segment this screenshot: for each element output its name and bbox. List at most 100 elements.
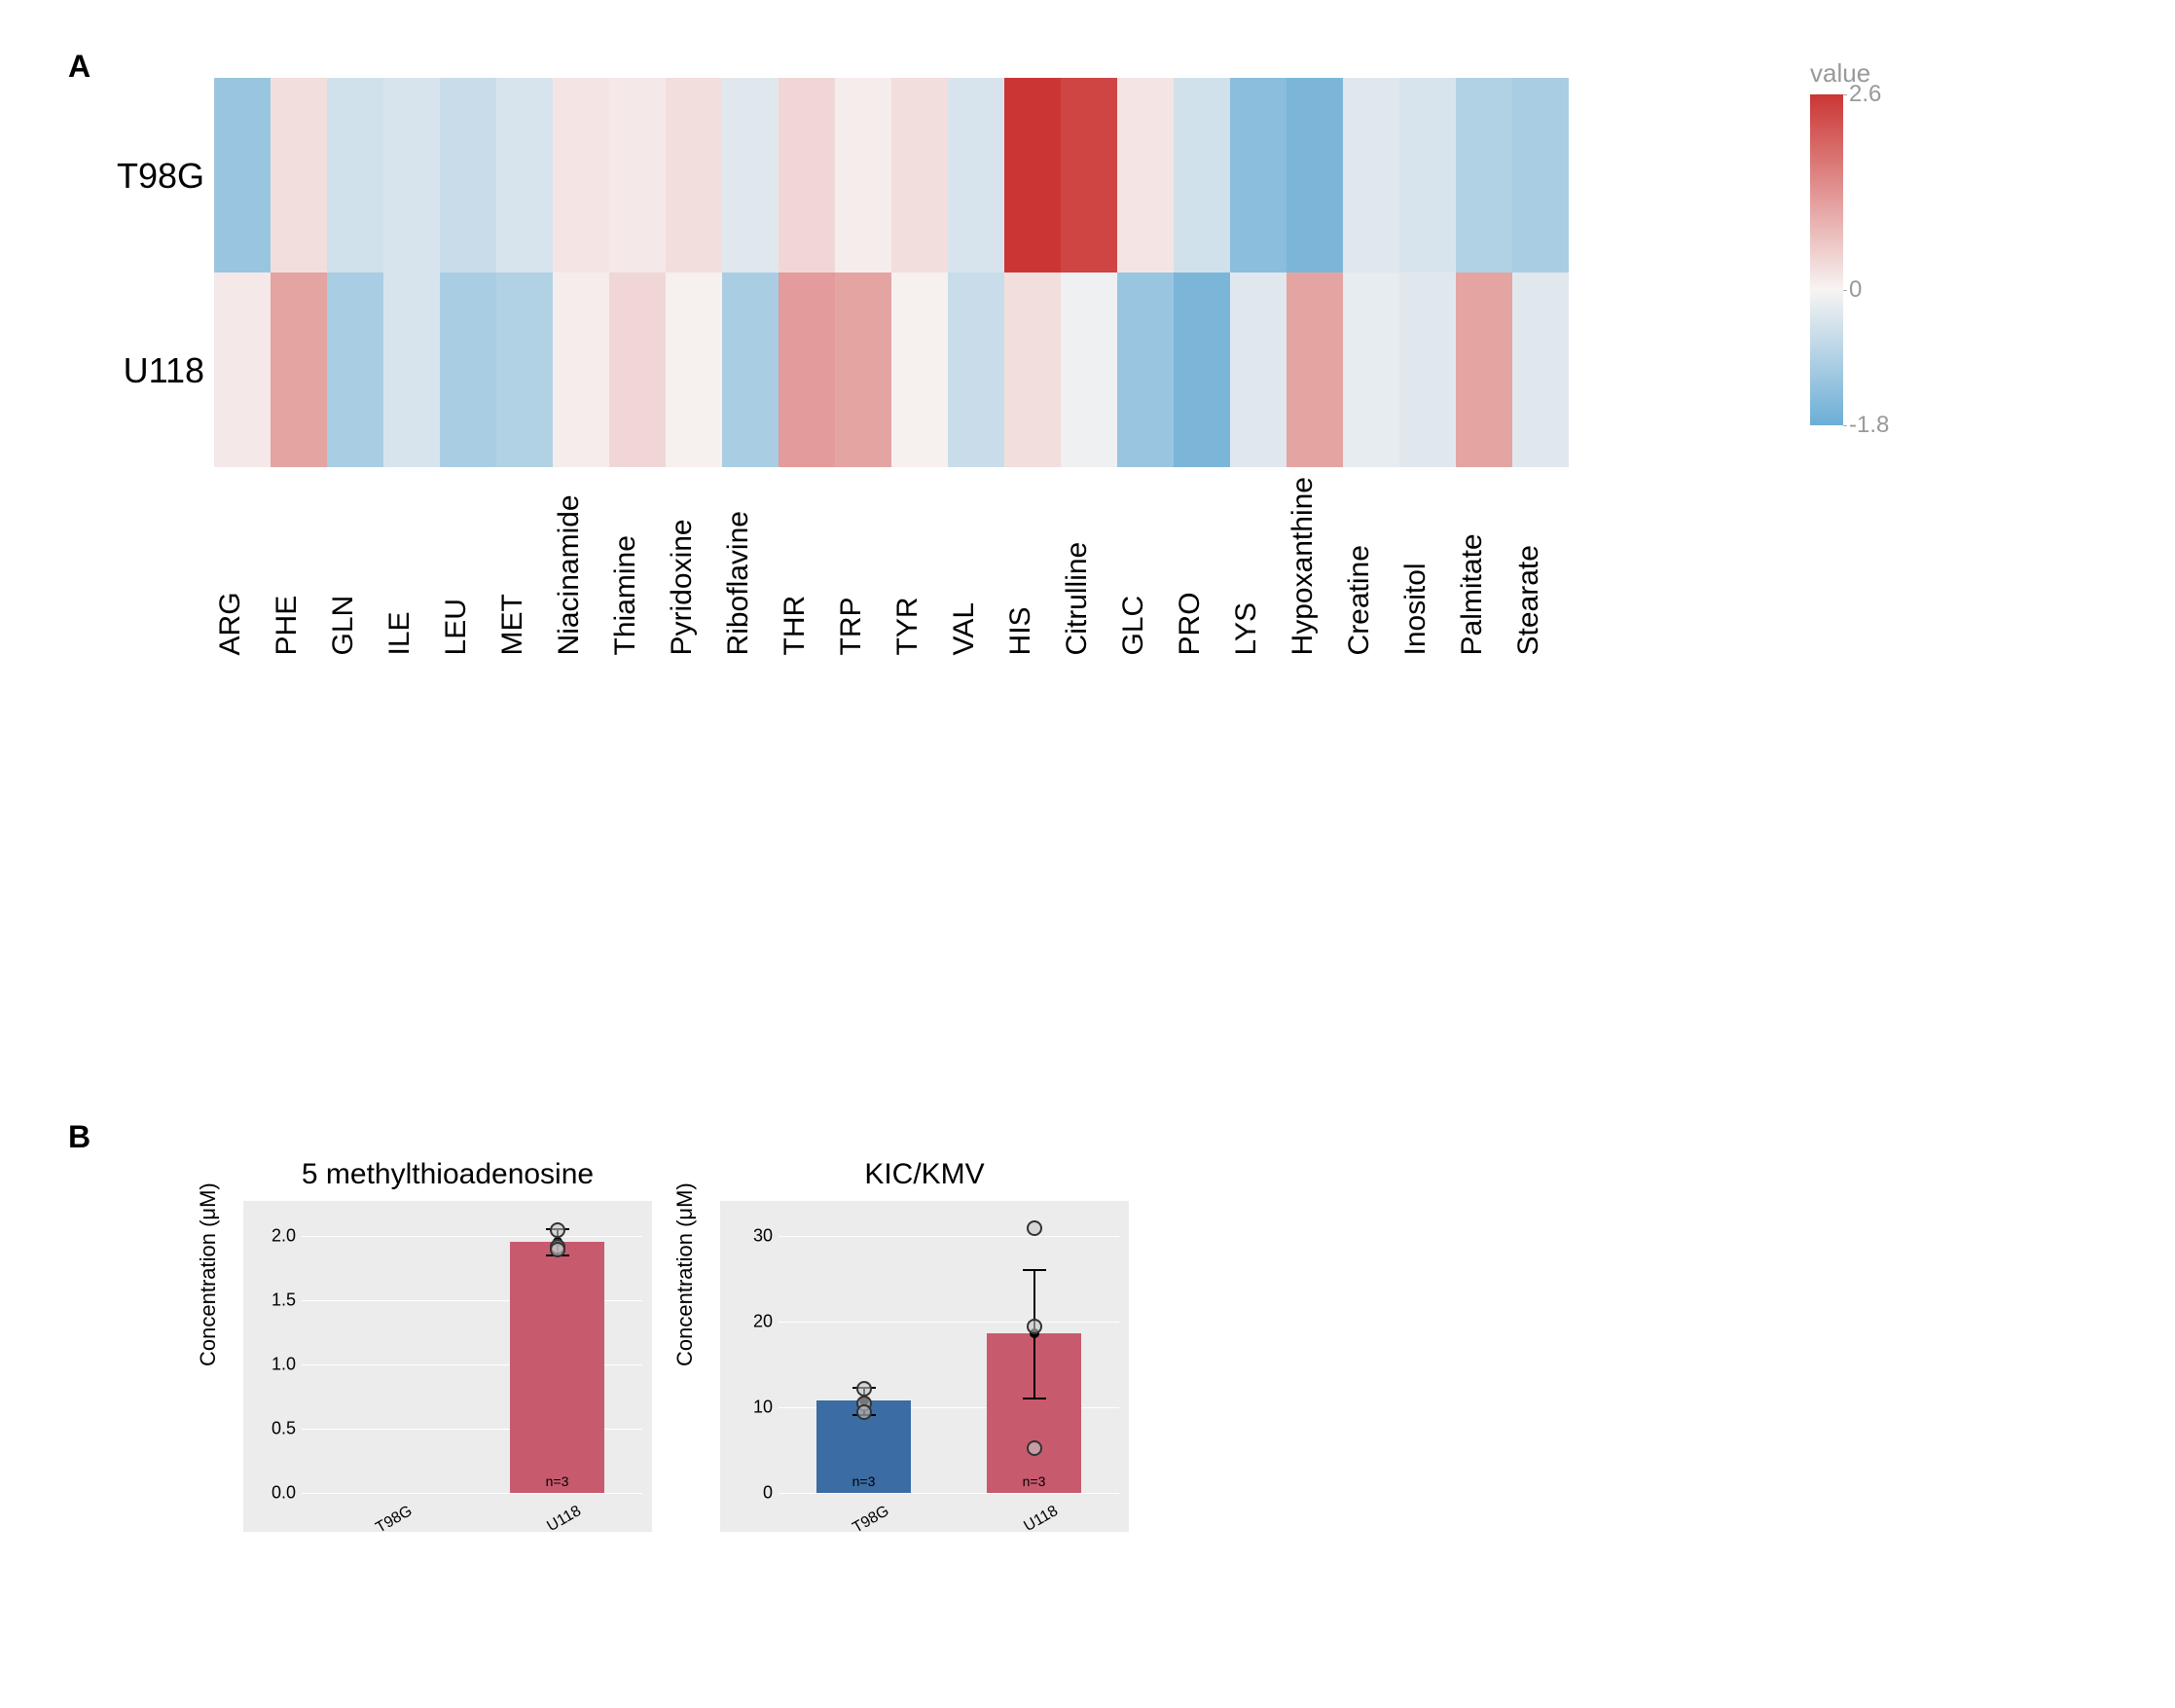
heatmap-cell (1230, 78, 1287, 273)
heatmap-cell (666, 273, 722, 467)
heatmap-col-label: Niacinamide (553, 477, 609, 663)
heatmap-cell (1343, 78, 1399, 273)
bar (510, 1242, 603, 1493)
heatmap-cell (1456, 273, 1512, 467)
heatmap-cell (553, 78, 609, 273)
data-point (1027, 1220, 1042, 1236)
heatmap-cell (553, 273, 609, 467)
heatmap-cell (722, 273, 779, 467)
heatmap-row-label: T98G (49, 156, 204, 197)
heatmap-cell (327, 78, 383, 273)
heatmap-cell (440, 273, 496, 467)
heatmap-col-label: Riboflavine (722, 477, 779, 663)
heatmap-cell (609, 78, 666, 273)
heatmap-cell (835, 273, 891, 467)
x-tick-label: T98G (373, 1503, 416, 1538)
heatmap-col-label: ILE (383, 477, 440, 663)
heatmap-cell (891, 78, 948, 273)
heatmap-cell (383, 273, 440, 467)
y-tick-label: 1.5 (253, 1290, 296, 1311)
heatmap-cell (609, 273, 666, 467)
heatmap-cell (1117, 78, 1174, 273)
heatmap-cell (666, 78, 722, 273)
heatmap-cell (1512, 273, 1569, 467)
data-point (550, 1222, 565, 1238)
y-tick-label: 20 (730, 1312, 773, 1332)
heatmap-col-label: LEU (440, 477, 496, 663)
heatmap-cell (835, 78, 891, 273)
heatmap-col-label: LYS (1230, 477, 1287, 663)
chart-title: KIC/KMV (720, 1158, 1129, 1191)
heatmap-row-label: U118 (49, 350, 204, 391)
heatmap-col-label: Pyridoxine (666, 477, 722, 663)
heatmap-col-label: Stearate (1512, 477, 1569, 663)
heatmap-col-label: Inositol (1399, 477, 1456, 663)
heatmap-cell (214, 273, 271, 467)
bar-chart-kic: KIC/KMV0102030n=3n=3Concentration (μM)T9… (720, 1158, 1129, 1567)
y-tick-label: 2.0 (253, 1226, 296, 1247)
figure-root: A T98G U118 ARGPHEGLNILELEUMETNiacinamid… (39, 39, 2136, 1669)
heatmap-col-label: VAL (948, 477, 1004, 663)
heatmap-cell (722, 78, 779, 273)
n-label: n=3 (1023, 1473, 1046, 1489)
heatmap-cell (1456, 78, 1512, 273)
heatmap-col-label: GLC (1117, 477, 1174, 663)
heatmap-cell (1230, 273, 1287, 467)
heatmap (214, 78, 1569, 467)
data-point (1027, 1319, 1042, 1334)
heatmap-col-label: MET (496, 477, 553, 663)
legend-tick-label: 2.6 (1849, 81, 1881, 108)
panel-b-label: B (68, 1119, 91, 1155)
heatmap-cell (1004, 273, 1061, 467)
colorbar-legend: value 2.60-1.8 (1810, 58, 1870, 425)
heatmap-cell (1399, 273, 1456, 467)
heatmap-cell (948, 78, 1004, 273)
heatmap-cell (496, 78, 553, 273)
heatmap-cell (271, 273, 327, 467)
heatmap-col-label: GLN (327, 477, 383, 663)
heatmap-cell (383, 78, 440, 273)
heatmap-cell (1174, 273, 1230, 467)
heatmap-cell (1004, 78, 1061, 273)
heatmap-col-label: Creatine (1343, 477, 1399, 663)
heatmap-col-label: ARG (214, 477, 271, 663)
y-tick-label: 0.0 (253, 1483, 296, 1504)
heatmap-cell (271, 78, 327, 273)
data-point (856, 1381, 872, 1397)
heatmap-col-label: PHE (271, 477, 327, 663)
heatmap-grid (214, 78, 1569, 467)
heatmap-cell (1061, 78, 1117, 273)
y-tick-label: 10 (730, 1398, 773, 1418)
x-tick-label: U118 (544, 1503, 584, 1536)
heatmap-cell (1117, 273, 1174, 467)
panel-a-label: A (68, 49, 91, 85)
y-axis-label: Concentration (μM) (672, 1182, 698, 1366)
heatmap-cell (1399, 78, 1456, 273)
heatmap-cell (496, 273, 553, 467)
heatmap-cell (1287, 78, 1343, 273)
legend-tick-label: -1.8 (1849, 412, 1889, 439)
heatmap-col-label: PRO (1174, 477, 1230, 663)
data-point (856, 1404, 872, 1420)
heatmap-cell (891, 273, 948, 467)
heatmap-col-label: Thiamine (609, 477, 666, 663)
heatmap-col-label: Citrulline (1061, 477, 1117, 663)
heatmap-cell (440, 78, 496, 273)
data-point (1027, 1440, 1042, 1456)
heatmap-col-label: THR (779, 477, 835, 663)
heatmap-cell (779, 78, 835, 273)
heatmap-col-label: HIS (1004, 477, 1061, 663)
heatmap-cell (1343, 273, 1399, 467)
heatmap-col-label: Hypoxanthine (1287, 477, 1343, 663)
y-tick-label: 0.5 (253, 1419, 296, 1439)
n-label: n=3 (546, 1473, 569, 1489)
heatmap-cell (214, 78, 271, 273)
bar-chart-mta: 5 methylthioadenosine0.00.51.01.52.0n=3C… (243, 1158, 652, 1567)
heatmap-cell (327, 273, 383, 467)
heatmap-cell (1512, 78, 1569, 273)
x-tick-label: U118 (1021, 1503, 1061, 1536)
y-axis-label: Concentration (μM) (196, 1182, 221, 1366)
data-point (550, 1242, 565, 1257)
heatmap-col-labels: ARGPHEGLNILELEUMETNiacinamideThiaminePyr… (214, 477, 1569, 663)
heatmap-cell (779, 273, 835, 467)
